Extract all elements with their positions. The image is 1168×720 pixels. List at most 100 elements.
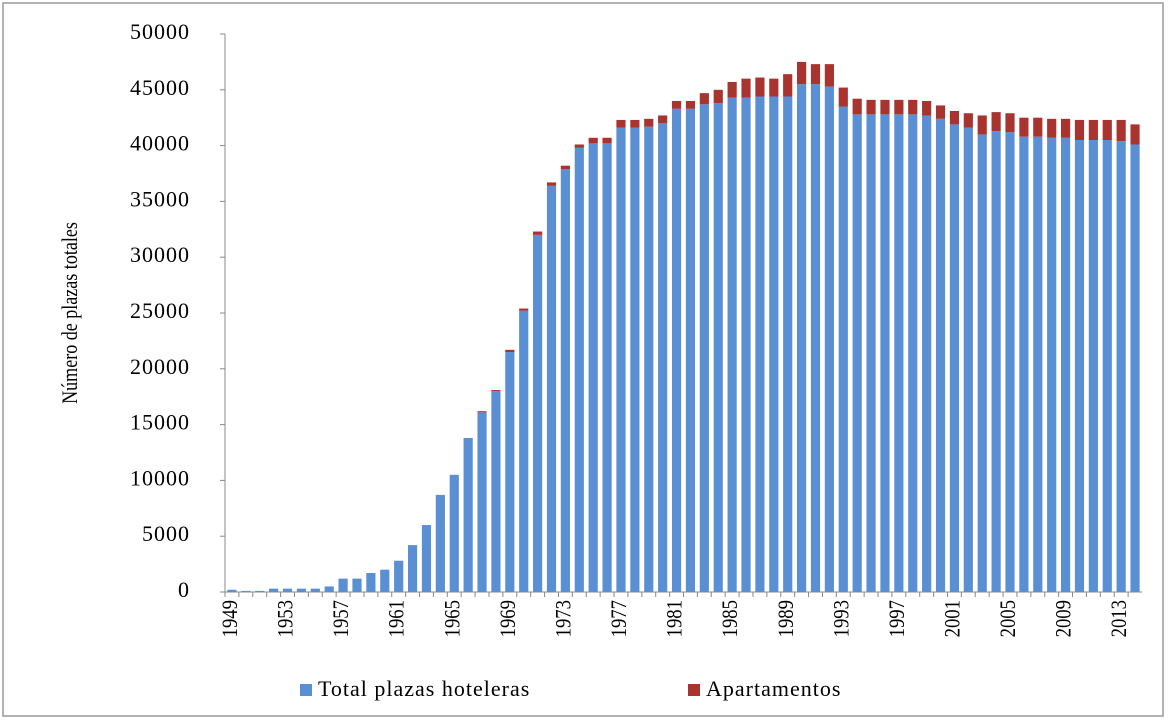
bar-segment [935,105,946,119]
bar-segment [644,118,654,127]
bar-segment [310,588,320,592]
bar-segment [1005,132,1015,592]
bar-segment [1019,117,1029,137]
bar-segment [658,123,668,592]
bar-segment [671,108,682,592]
bar-segment [991,112,1001,132]
bar-segment [963,113,973,128]
bar-segment [824,64,834,87]
bar-segment [1116,141,1126,593]
bar-segment [1005,113,1015,133]
bar-segment [1102,119,1112,141]
bar-segment [616,119,626,128]
y-tick-label: 30000 [130,242,190,267]
y-tick-label: 10000 [130,465,190,490]
bar-segment [935,118,946,592]
x-tick-label: 1985 [719,600,743,637]
bar-segment [1047,137,1057,592]
x-tick-label: 1953 [274,600,298,637]
bar-segment [630,127,640,592]
bar-segment [658,115,668,124]
bar-segment [713,89,723,104]
bar-segment [477,412,487,592]
bar-segment [977,134,987,592]
bar-segment [922,100,932,116]
bar-segment [630,119,640,128]
bar-segment [463,437,473,592]
bar-segment [922,115,932,592]
bar-segment [519,308,529,311]
legend-swatch [688,684,700,696]
bar-segment [685,100,696,109]
bar-segment [949,124,960,593]
bar-segment [394,560,404,592]
bar-segment [769,96,779,592]
bar-segment [797,84,807,592]
bar-segment [324,586,334,592]
y-tick-label: 45000 [130,75,190,100]
bar-segment [1130,144,1140,592]
x-tick-label: 1989 [774,600,798,637]
bar-segment [769,78,779,97]
bar-segment [574,147,584,592]
bar-segment [824,86,834,593]
bar-segment [546,185,557,592]
bar-segment [505,349,515,353]
bar-segment [699,104,709,593]
bar-segment [685,108,696,592]
bar-segment [296,588,307,592]
bar-segment [1074,140,1085,592]
x-tick-label: 2001 [941,600,965,637]
bar-segment [435,494,445,592]
bar-segment [477,411,487,413]
bar-segment [380,569,390,592]
bar-segment [880,99,890,115]
bar-segment [560,169,570,592]
bar-segment [588,143,598,593]
x-tick-label: 1981 [663,600,687,637]
bar-segment [1033,136,1043,592]
bar-segment [1088,119,1098,141]
bar-segment [908,99,918,115]
x-tick-label: 1965 [441,600,465,637]
x-tick-label: 2009 [1052,600,1076,637]
bar-segment [241,590,251,592]
y-tick-label: 50000 [130,19,190,44]
bar-segment [533,234,543,592]
bar-segment [602,137,612,144]
bar-segment [810,64,821,85]
bar-segment [421,525,432,592]
bar-segment [1102,140,1112,592]
bar-segment [838,87,848,107]
bar-segment [810,84,821,592]
legend-label: Total plazas hoteleras [318,676,530,701]
bar-segment [866,99,876,115]
bar-segment [366,573,376,592]
bar-segment [491,391,501,592]
y-tick-label: 20000 [130,354,190,379]
bar-segment [616,127,626,592]
bar-segment [1130,124,1140,145]
bar-segment [227,589,237,592]
bar-segment [755,96,765,592]
y-tick-label: 35000 [130,186,190,211]
bar-segment [880,114,890,593]
bar-segment [255,590,265,592]
bar-segment [949,111,960,125]
y-axis-label: Número de plazas totales [58,222,82,404]
bar-segment [1060,137,1071,592]
bar-segment [755,77,765,97]
bar-segment [449,474,459,592]
bar-segment [1019,136,1029,592]
bar-segment [894,99,904,115]
bar-segment [1060,118,1071,138]
x-tick-label: 1977 [608,600,632,637]
bar-segment [574,144,584,148]
bar-segment [560,165,570,170]
bar-segment [963,127,973,592]
bar-segment [838,106,848,592]
bar-segment [713,103,723,592]
bar-segment [602,143,612,593]
bar-segment [588,137,598,144]
